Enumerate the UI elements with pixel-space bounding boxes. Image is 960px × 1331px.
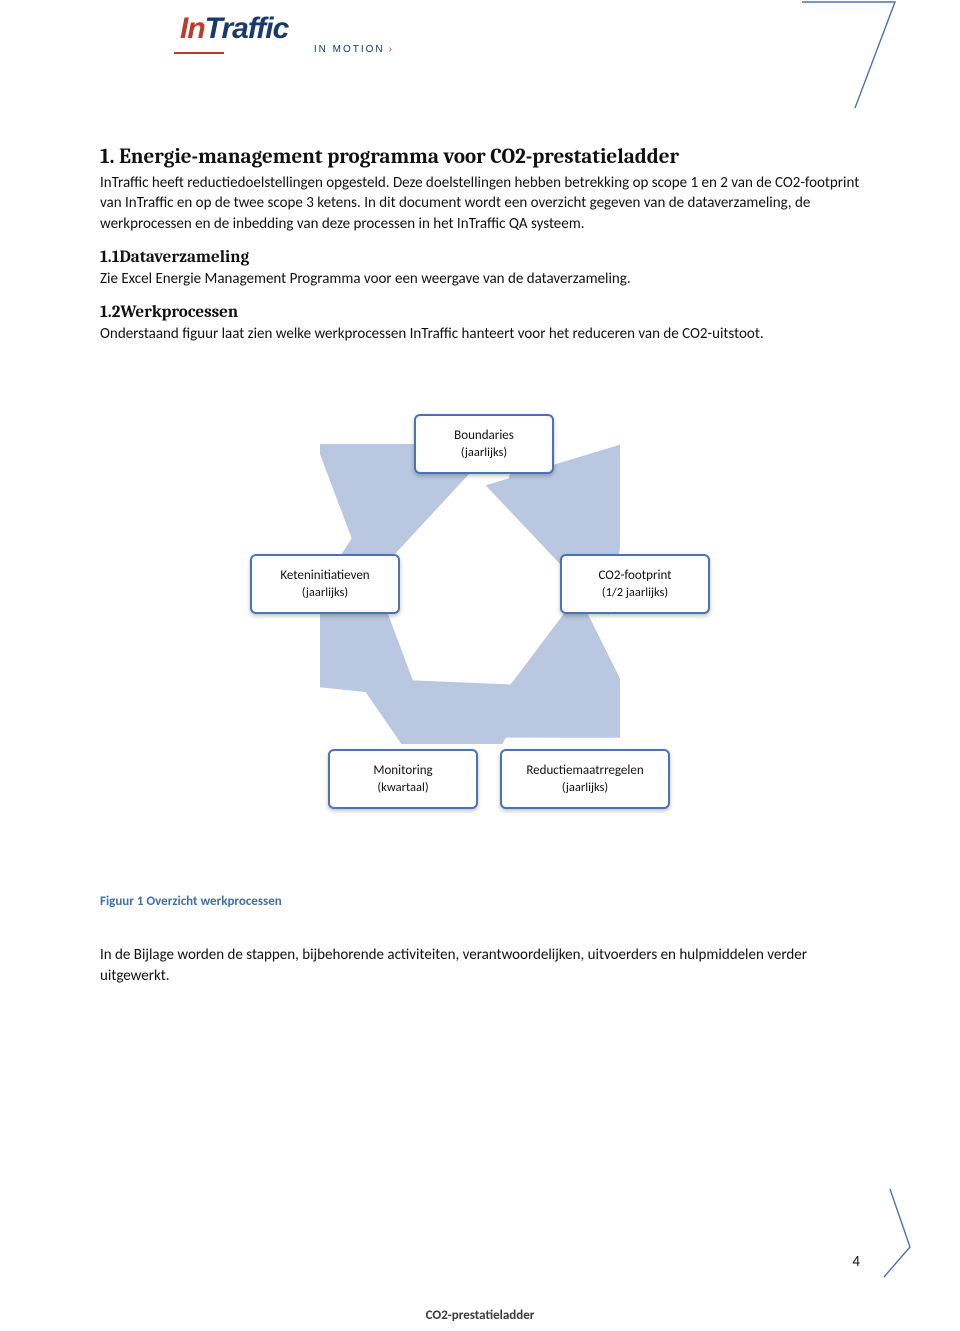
heading-1-1: 1.1Dataverzameling [100, 248, 860, 267]
section-1-1-body: Zie Excel Energie Management Programma v… [100, 269, 860, 289]
node-keten-label: Keteninitiatieven [280, 568, 369, 585]
node-reductiemaatregelen: Reductiemaatrregelen (jaarlijks) [500, 749, 670, 809]
heading-1-2: 1.2Werkprocessen [100, 303, 860, 322]
node-monitoring-freq: (kwartaal) [377, 780, 428, 796]
heading-1: 1. Energie-management programma voor CO2… [100, 145, 860, 169]
intro-paragraph: InTraffic heeft reductiedoelstellingen o… [100, 173, 860, 234]
node-co2-label: CO2-footprint [598, 568, 671, 585]
figure-caption: Figuur 1 Overzicht werkprocessen [100, 894, 860, 909]
node-boundaries: Boundaries (jaarlijks) [414, 414, 554, 474]
page-decoration-top [800, 0, 920, 110]
logo-arrow-icon: › [389, 44, 394, 55]
node-boundaries-label: Boundaries [454, 428, 514, 445]
workprocess-cycle-diagram: Boundaries (jaarlijks) CO2-footprint (1/… [180, 394, 740, 874]
logo-prefix: In [180, 12, 205, 45]
logo-rest: Traffic [205, 12, 289, 45]
node-reductie-label: Reductiemaatrregelen [526, 763, 643, 780]
logo-wordmark: InTraffic [180, 12, 400, 46]
node-co2footprint: CO2-footprint (1/2 jaarlijks) [560, 554, 710, 614]
footer-label: CO2-prestatieladder [0, 1308, 960, 1323]
document-body: 1. Energie-management programma voor CO2… [100, 145, 860, 1000]
node-keteninitiatieven: Keteninitiatieven (jaarlijks) [250, 554, 400, 614]
node-co2-freq: (1/2 jaarlijks) [602, 585, 668, 601]
company-logo: InTraffic IN MOTION› [180, 12, 400, 72]
node-boundaries-freq: (jaarlijks) [461, 445, 507, 461]
closing-paragraph: In de Bijlage worden de stappen, bijbeho… [100, 945, 860, 986]
node-monitoring-label: Monitoring [373, 763, 432, 780]
section-1-2-body: Onderstaand figuur laat zien welke werkp… [100, 324, 860, 344]
node-keten-freq: (jaarlijks) [302, 585, 348, 601]
page-number: 4 [852, 1253, 860, 1271]
page-decoration-bottom [880, 1189, 920, 1279]
node-reductie-freq: (jaarlijks) [562, 780, 608, 796]
node-monitoring: Monitoring (kwartaal) [328, 749, 478, 809]
